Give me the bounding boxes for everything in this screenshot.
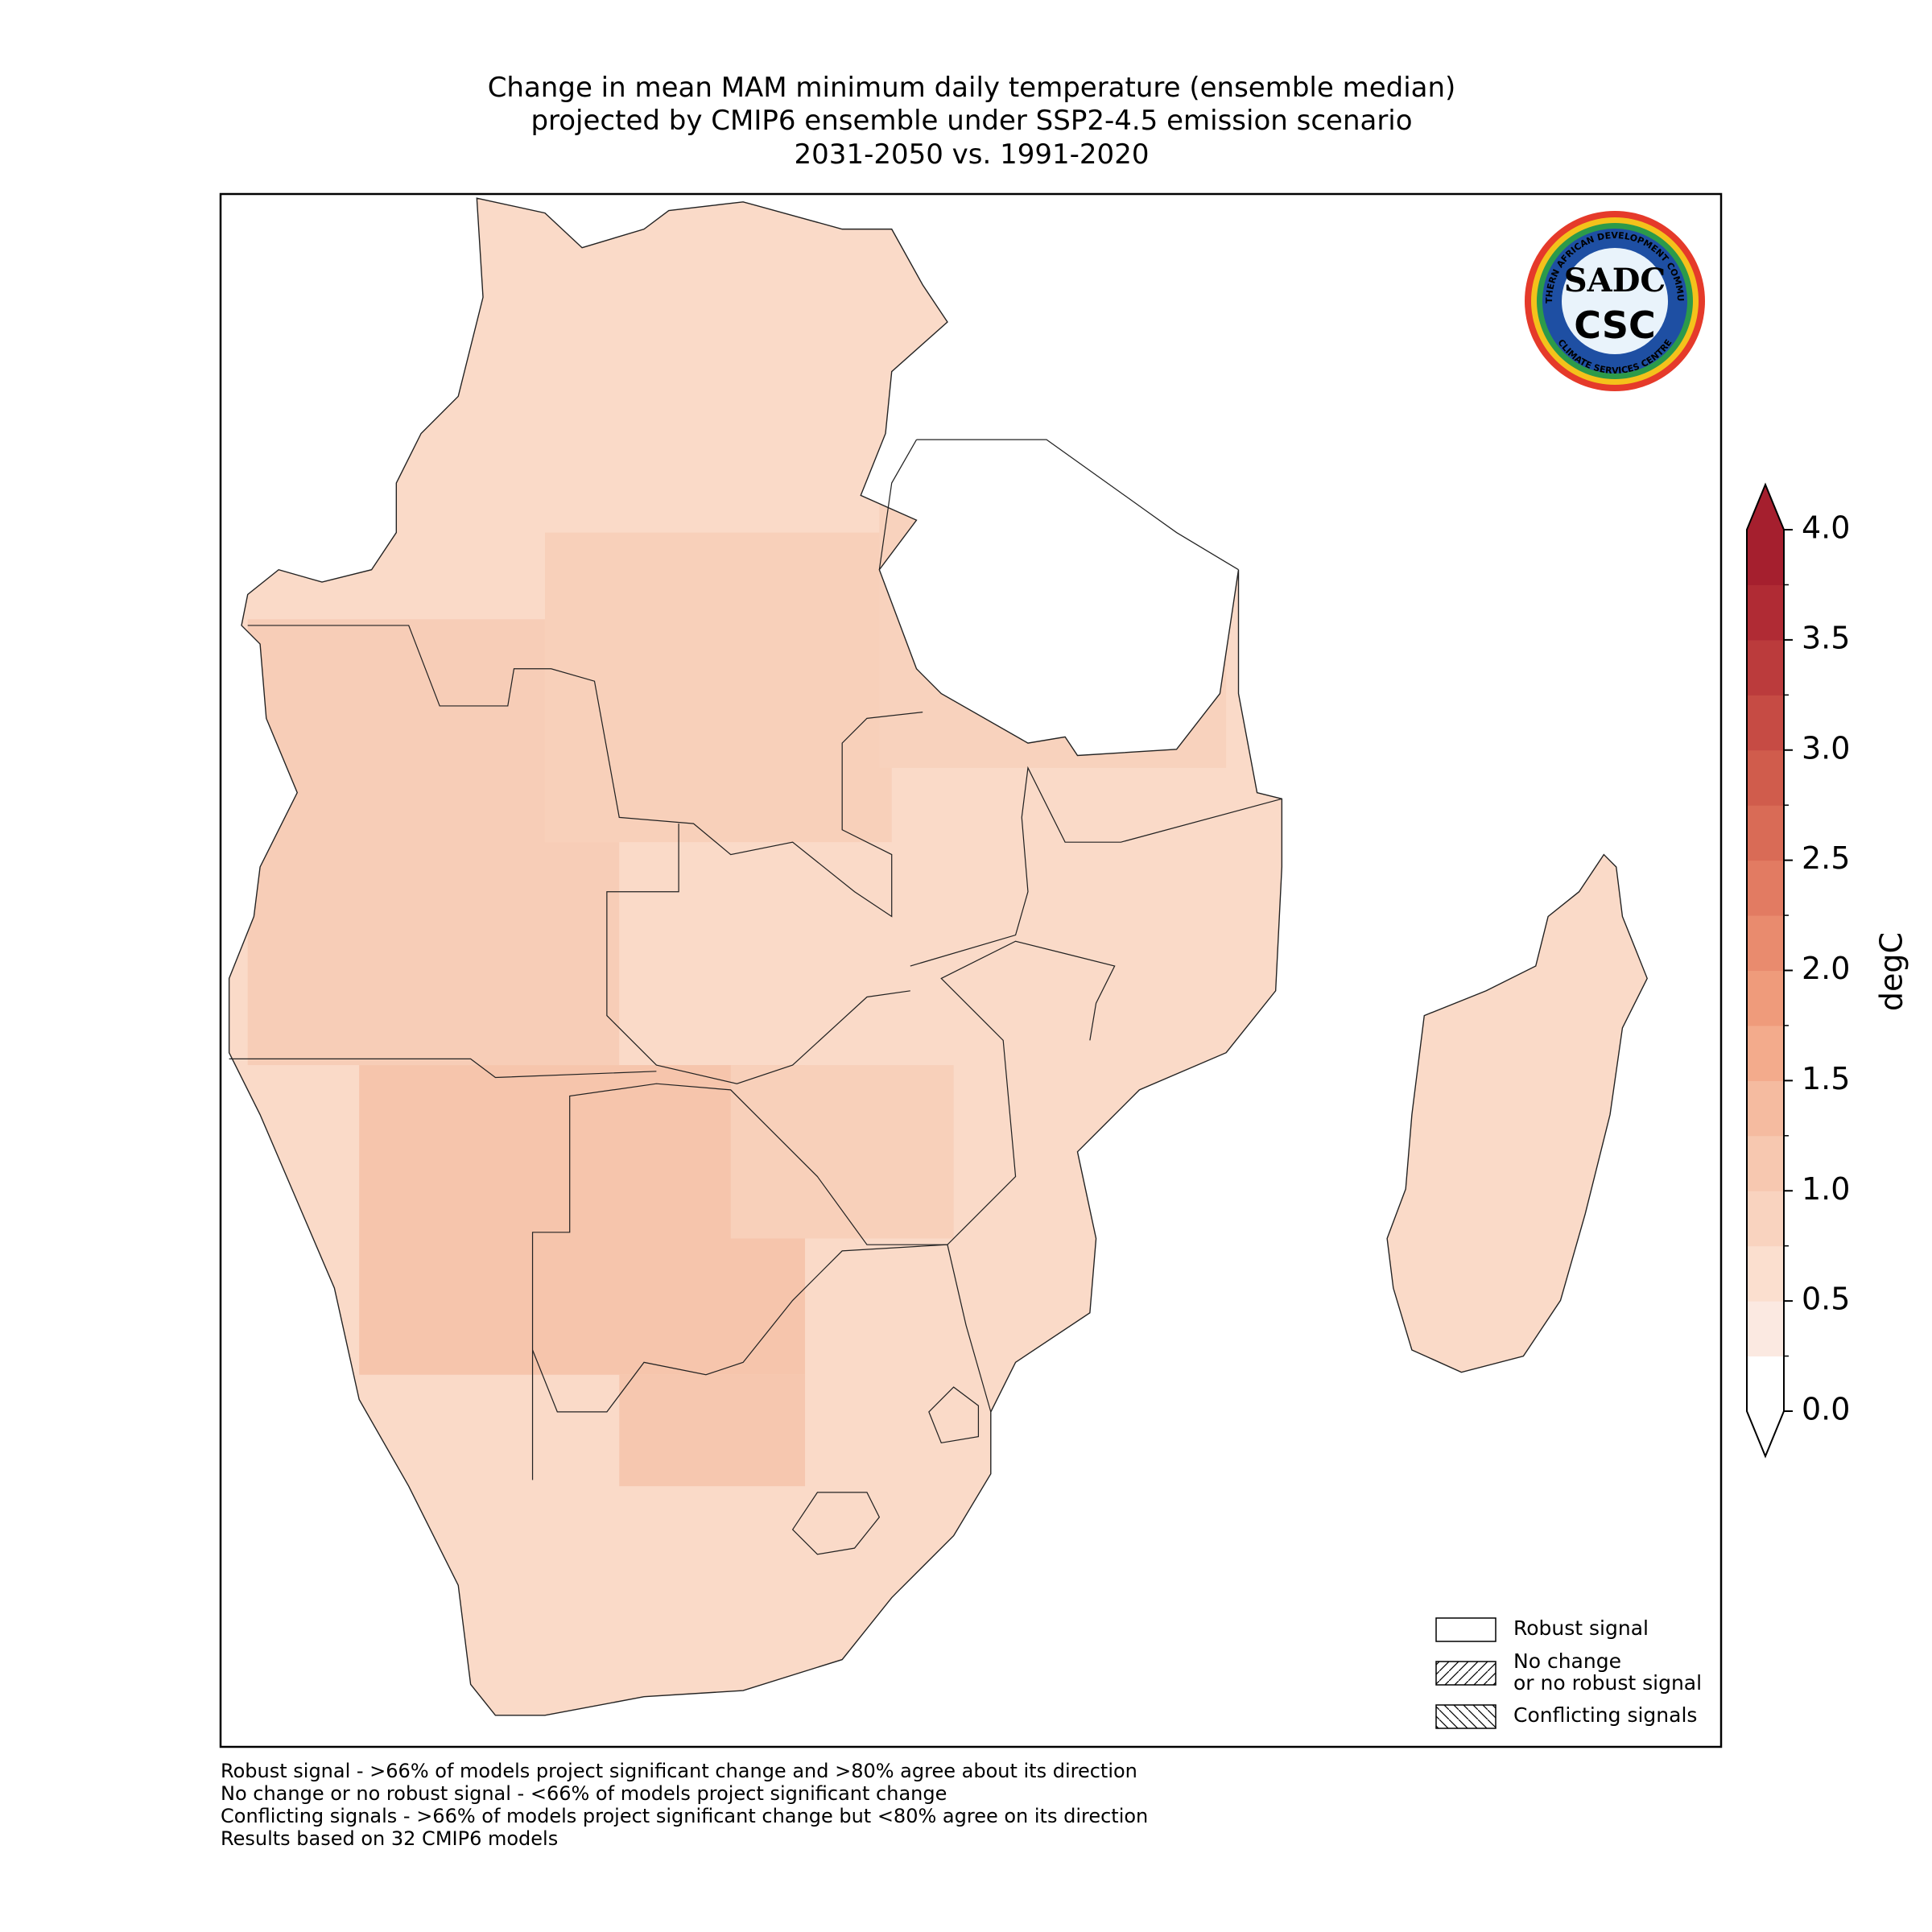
title-line: 2031-2050 vs. 1991-2020: [795, 138, 1150, 171]
legend-label: No change or no robust signal: [1513, 1649, 1702, 1695]
colorbar-extend-over: [1747, 485, 1784, 530]
legend-swatch: [1435, 1704, 1496, 1729]
legend-swatch: [1435, 1661, 1496, 1686]
logo-text: SADC: [1564, 262, 1666, 299]
colorbar-tick-label: 3.0: [1802, 730, 1850, 766]
colorbar-tick-label: 0.5: [1802, 1282, 1850, 1317]
footnote: Conflicting signals - >66% of models pro…: [221, 1805, 1148, 1827]
legend-label-line: or no robust signal: [1513, 1671, 1702, 1695]
colorbar-tick-label: 0.0: [1802, 1392, 1850, 1427]
colorbar-band: [1747, 1080, 1784, 1137]
title-line: Change in mean MAM minimum daily tempera…: [488, 72, 1456, 104]
colorbar-band: [1747, 1025, 1784, 1081]
title-line: projected by CMIP6 ensemble under SSP2-4…: [530, 105, 1412, 137]
colorbar-band: [1747, 1135, 1784, 1191]
colorbar-band: [1747, 970, 1784, 1026]
colorbar-label: degC: [1874, 932, 1909, 1011]
legend-label: Robust signal: [1513, 1616, 1649, 1640]
logo-center: [1562, 248, 1668, 354]
colorbar: 0.0 0.5 1.0 1.5 2.0 2.5 3.0 3.5 4.0 degC: [1746, 482, 1909, 1459]
colorbar-tick-label: 2.5: [1802, 840, 1850, 876]
legend-swatch: [1435, 1617, 1496, 1642]
legend-label-line: No change: [1513, 1649, 1621, 1673]
titles: Change in mean MAM minimum daily tempera…: [488, 72, 1456, 171]
colorbar-band: [1747, 530, 1784, 585]
colorbar-band: [1747, 1356, 1784, 1412]
footnote: Robust signal - >66% of models project s…: [221, 1760, 1137, 1782]
colorbar-band: [1747, 1191, 1784, 1247]
colorbar-band: [1747, 749, 1784, 806]
colorbar-band: [1747, 915, 1784, 971]
legend: Robust signal No change or no robust signa…: [1435, 1616, 1702, 1729]
colorbar-band: [1747, 695, 1784, 751]
colorbar-tick-label: 3.5: [1802, 620, 1850, 655]
colorbar-extend-under: [1747, 1411, 1784, 1456]
colorbar-tick-label: 2.0: [1802, 951, 1850, 986]
colorbar-band: [1747, 1245, 1784, 1302]
footnote: Results based on 32 CMIP6 models: [221, 1827, 558, 1850]
logo-text: CSC: [1574, 303, 1656, 347]
colorbar-tick-label: 4.0: [1802, 510, 1850, 546]
colorbar-tick-label: 1.0: [1802, 1171, 1850, 1207]
colorbar-band: [1747, 860, 1784, 916]
footnotes: Robust signal - >66% of models project s…: [221, 1760, 1148, 1850]
legend-label: Conflicting signals: [1513, 1703, 1697, 1727]
colorbar-band: [1747, 639, 1784, 696]
colorbar-band: [1747, 805, 1784, 861]
footnote: No change or no robust signal - <66% of …: [221, 1782, 947, 1805]
colorbar-band: [1747, 1301, 1784, 1357]
colorbar-band: [1747, 584, 1784, 641]
colorbar-tick-label: 1.5: [1802, 1061, 1850, 1096]
